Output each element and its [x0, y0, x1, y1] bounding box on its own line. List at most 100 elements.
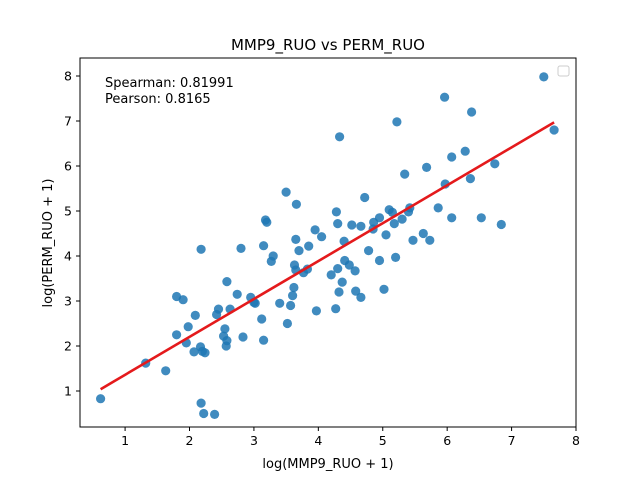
data-point — [236, 243, 246, 253]
data-point — [259, 241, 269, 251]
y-tick-label: 1 — [64, 384, 72, 399]
pearson-annotation: Pearson: 0.8165 — [105, 92, 211, 107]
data-point — [476, 213, 486, 223]
data-point — [262, 217, 272, 227]
data-point — [96, 394, 106, 404]
data-point — [400, 169, 410, 179]
y-tick-label: 6 — [64, 159, 72, 174]
plot-frame — [79, 57, 577, 428]
data-point — [282, 318, 292, 329]
data-point — [238, 332, 248, 342]
data-point — [326, 270, 336, 280]
data-point — [350, 266, 360, 276]
data-point — [210, 409, 220, 419]
data-point — [331, 207, 341, 217]
data-point — [433, 203, 443, 213]
data-point — [317, 232, 327, 242]
y-axis-label: log(PERM_RUO + 1) — [41, 179, 56, 308]
data-point — [334, 287, 344, 297]
data-point — [389, 219, 399, 229]
data-point — [333, 219, 343, 229]
data-point — [490, 159, 500, 169]
data-point — [364, 246, 374, 256]
data-point — [392, 117, 402, 127]
data-point — [391, 252, 401, 262]
data-point — [333, 264, 343, 274]
data-point — [467, 107, 477, 117]
data-point — [337, 277, 347, 287]
data-point — [304, 241, 314, 251]
data-point — [347, 220, 357, 230]
data-point — [374, 255, 385, 266]
data-point — [440, 92, 450, 102]
data-point — [190, 310, 200, 320]
y-tick-label: 3 — [64, 294, 72, 309]
y-tick-label: 7 — [64, 114, 72, 129]
data-point — [189, 347, 199, 357]
data-point — [183, 322, 193, 332]
data-point — [422, 162, 432, 172]
spearman-annotation: Spearman: 0.81991 — [105, 76, 234, 91]
data-point — [360, 192, 370, 203]
data-point — [381, 230, 391, 240]
data-point — [379, 284, 389, 294]
data-point — [374, 213, 385, 223]
y-tick-label: 4 — [64, 249, 72, 264]
x-tick-label: 7 — [508, 433, 516, 448]
data-point — [199, 408, 209, 419]
data-point — [232, 289, 242, 299]
y-tick-label: 8 — [64, 69, 72, 84]
data-point — [335, 132, 345, 142]
data-point — [496, 219, 506, 230]
x-tick-label: 3 — [250, 433, 258, 448]
x-axis-ticks: 1 2 3 4 5 6 7 8 — [121, 427, 580, 448]
data-point — [196, 244, 206, 254]
x-axis-label: log(MMP9_RUO + 1) — [262, 457, 393, 472]
data-point — [281, 187, 291, 197]
x-tick-label: 4 — [314, 433, 322, 448]
data-point — [268, 251, 278, 261]
data-point — [465, 174, 475, 184]
data-point — [200, 348, 210, 358]
data-point — [291, 199, 301, 209]
data-point — [257, 314, 267, 324]
data-point — [351, 286, 361, 296]
data-point — [344, 260, 354, 270]
data-point — [418, 228, 428, 239]
data-point — [294, 246, 304, 256]
data-point — [447, 213, 457, 223]
data-point — [286, 300, 296, 311]
data-point — [196, 398, 206, 408]
x-tick-label: 2 — [186, 433, 194, 448]
data-point — [172, 330, 182, 340]
y-axis-ticks: 1 2 3 4 5 6 7 8 — [64, 69, 80, 399]
empty-legend — [557, 65, 570, 77]
x-tick-label: 5 — [379, 433, 387, 448]
data-point — [447, 152, 457, 162]
x-tick-label: 6 — [443, 433, 451, 448]
data-point — [259, 335, 269, 345]
data-point — [288, 291, 298, 301]
data-point — [213, 304, 224, 314]
x-tick-label: 1 — [121, 433, 129, 448]
y-tick-label: 5 — [64, 204, 72, 219]
data-point — [460, 146, 470, 156]
data-point — [310, 225, 320, 235]
data-point — [161, 366, 171, 376]
data-point — [539, 72, 549, 82]
data-point — [220, 324, 230, 334]
data-point — [397, 214, 407, 224]
data-point — [178, 295, 188, 305]
data-point — [356, 221, 366, 231]
data-point — [291, 234, 301, 244]
x-tick-label: 8 — [572, 433, 580, 448]
data-point — [331, 304, 341, 314]
fit-layer — [99, 121, 555, 391]
chart-title: MMP9_RUO vs PERM_RUO — [231, 36, 425, 55]
data-point — [408, 235, 418, 245]
data-point — [356, 292, 366, 302]
data-point — [549, 125, 559, 135]
data-point — [289, 282, 299, 293]
data-point — [275, 298, 285, 308]
